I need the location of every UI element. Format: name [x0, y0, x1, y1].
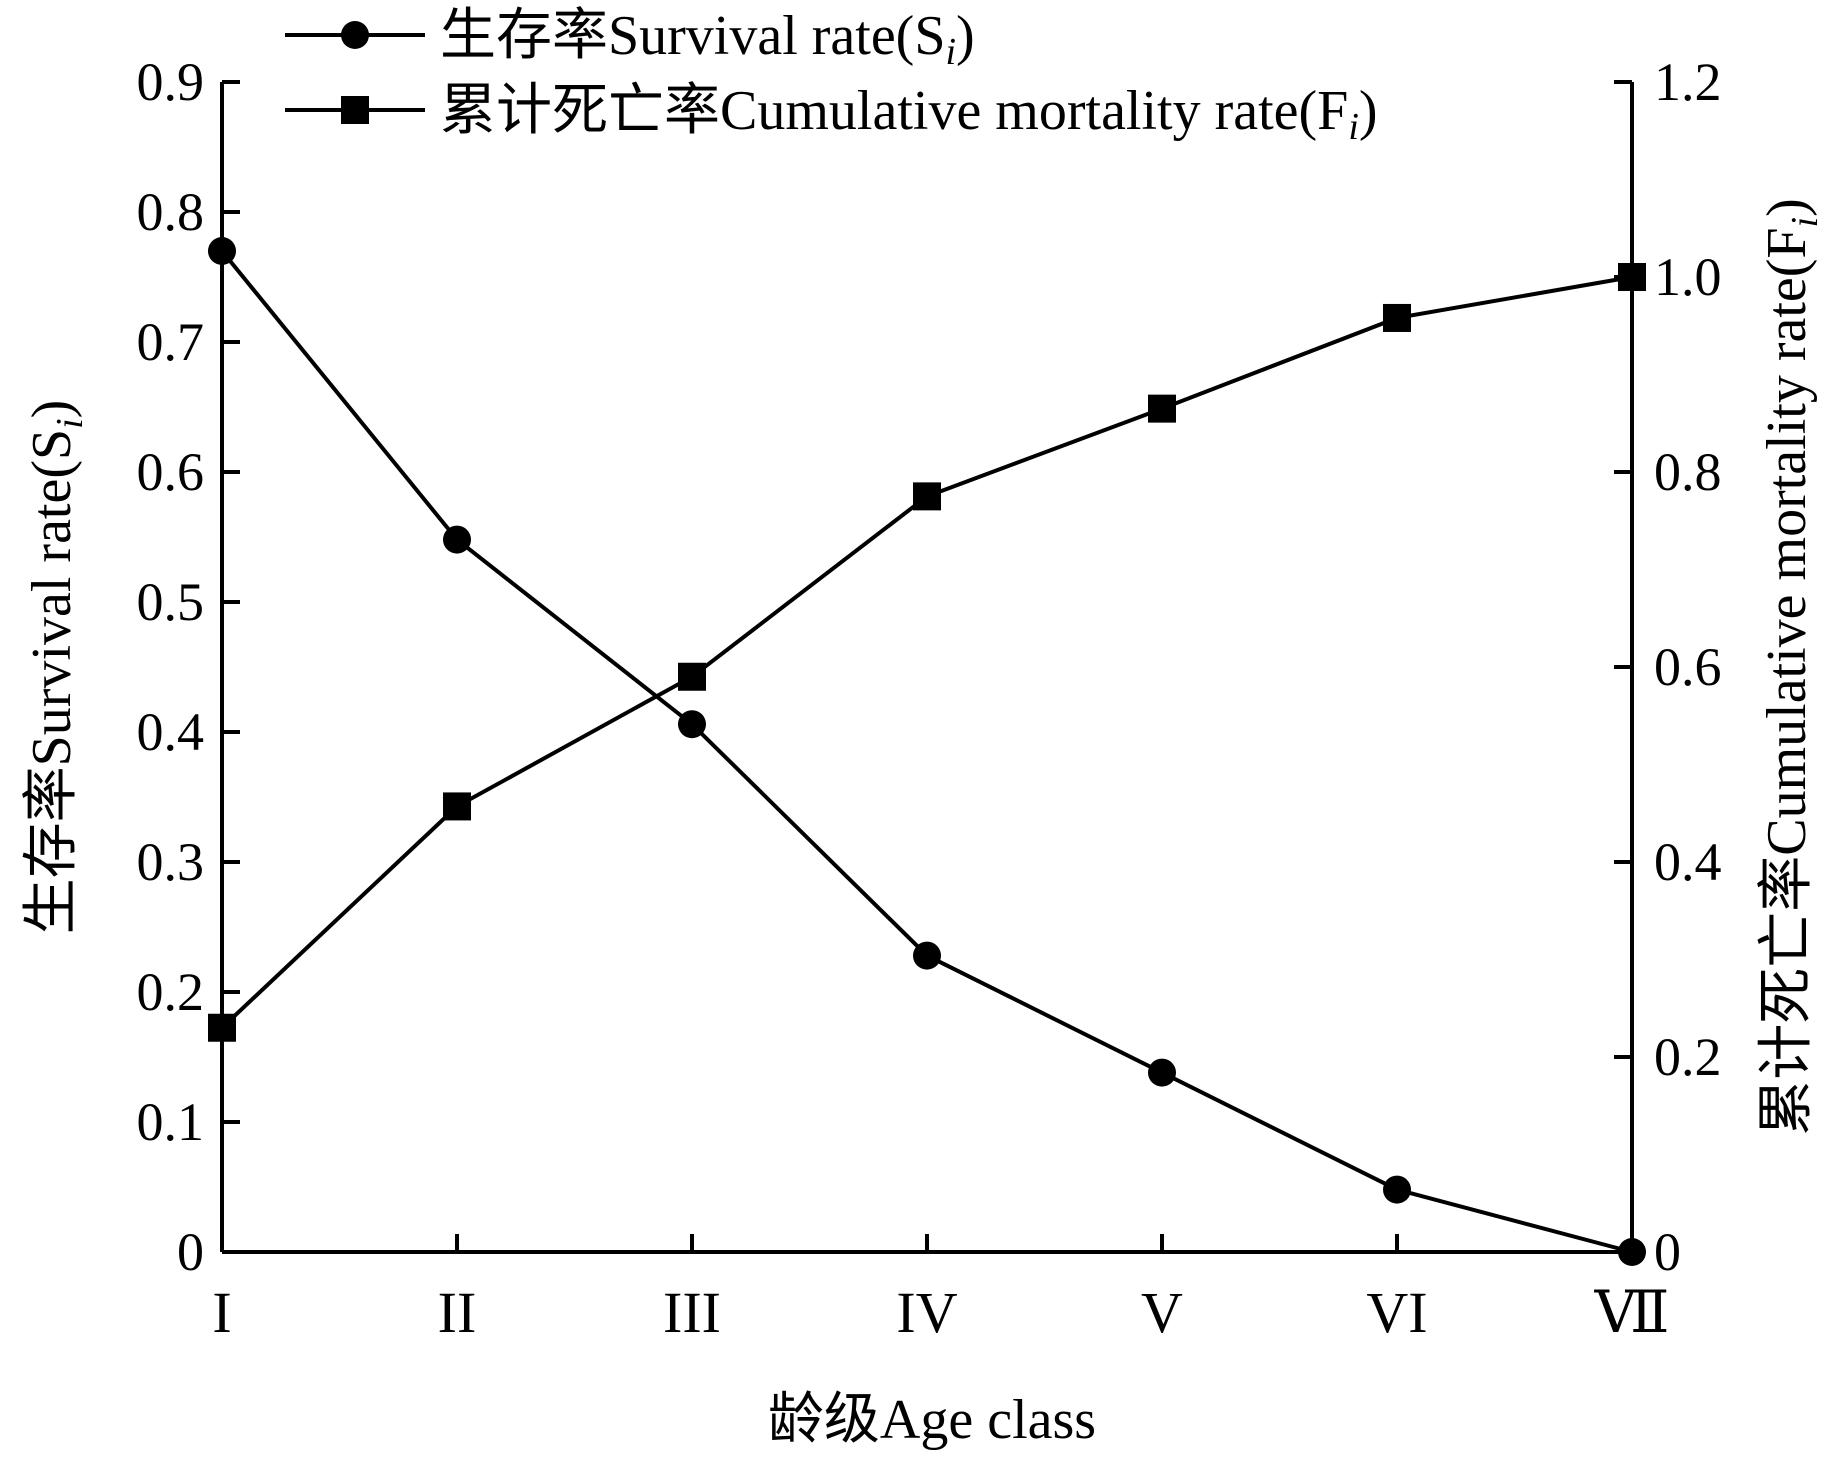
x-tick-label: IV — [896, 1280, 957, 1345]
left-y-tick-label: 0.2 — [137, 962, 205, 1022]
data-point-square — [1618, 263, 1646, 291]
axes — [220, 82, 1634, 1254]
series-cumulative-mortality — [208, 263, 1646, 1042]
x-tick-label: II — [438, 1280, 477, 1345]
data-point-circle — [208, 237, 236, 265]
right-y-ticks: 0 0.2 0.4 0.6 0.8 1.0 1.2 — [1614, 52, 1722, 1282]
data-point-circle — [1618, 1238, 1646, 1266]
left-y-tick-label: 0.8 — [137, 182, 205, 242]
left-y-tick-label: 0.1 — [137, 1092, 205, 1152]
svg-text:生存率Survival rate(Si): 生存率Survival rate(Si) — [440, 5, 975, 73]
legend-item-mortality: 累计死亡率Cumulative mortality rate(Fi) — [285, 80, 1378, 148]
right-y-tick-label: 0 — [1654, 1222, 1681, 1282]
legend-marker-circle — [341, 21, 369, 49]
data-point-circle — [1148, 1058, 1176, 1087]
data-point-square — [443, 792, 471, 821]
x-axis-title: 龄级Age class — [768, 1389, 1096, 1451]
x-tick-label: V — [1141, 1280, 1183, 1345]
data-point-circle — [913, 941, 941, 970]
series-line — [220, 275, 1633, 1030]
series-survival-rate — [208, 237, 1646, 1266]
left-y-tick-label: 0.6 — [137, 442, 205, 502]
series-line — [220, 249, 1633, 1254]
series — [208, 237, 1646, 1266]
left-y-ticks: 0 0.1 0.2 0.3 0.4 0.5 0.6 0.7 0.8 0.9 — [137, 52, 240, 1282]
right-y-tick-label: 0.6 — [1654, 637, 1722, 697]
data-point-circle — [443, 525, 471, 554]
x-tick-label: VI — [1366, 1280, 1427, 1345]
data-point-circle — [678, 710, 706, 739]
x-tick-label: Ⅶ — [1594, 1280, 1670, 1345]
data-point-square — [913, 482, 941, 511]
data-point-square — [1148, 394, 1176, 423]
left-y-tick-label: 0.7 — [137, 312, 205, 372]
legend-marker-square — [341, 96, 369, 124]
legend-item-survival: 生存率Survival rate(Si) — [285, 5, 975, 73]
left-y-axis-title: 生存率Survival rate(Si) — [21, 400, 91, 935]
x-tick-label: I — [212, 1280, 231, 1345]
left-y-tick-label: 0 — [177, 1222, 204, 1282]
legend: 生存率Survival rate(Si) 累计死亡率Cumulative mor… — [285, 5, 1378, 148]
right-y-tick-label: 1.0 — [1654, 247, 1722, 307]
data-point-square — [1383, 303, 1411, 332]
data-point-square — [678, 662, 706, 691]
x-tick-label: III — [663, 1280, 721, 1345]
left-y-tick-label: 0.9 — [137, 52, 205, 112]
left-y-tick-label: 0.4 — [137, 702, 205, 762]
data-point-square — [208, 1013, 236, 1042]
right-y-tick-label: 0.4 — [1654, 832, 1722, 892]
x-ticks: I II III IV V VI Ⅶ — [212, 1234, 1669, 1345]
left-y-tick-label: 0.3 — [137, 832, 205, 892]
data-point-circle — [1383, 1175, 1411, 1204]
right-y-tick-label: 1.2 — [1654, 52, 1722, 112]
right-y-tick-label: 0.2 — [1654, 1027, 1722, 1087]
right-y-axis-title: 累计死亡率Cumulative mortality rate(Fi) — [1756, 198, 1826, 1136]
left-y-tick-label: 0.5 — [137, 572, 205, 632]
svg-text:累计死亡率Cumulative mortality rate: 累计死亡率Cumulative mortality rate(Fi) — [440, 80, 1378, 148]
right-y-tick-label: 0.8 — [1654, 442, 1722, 502]
